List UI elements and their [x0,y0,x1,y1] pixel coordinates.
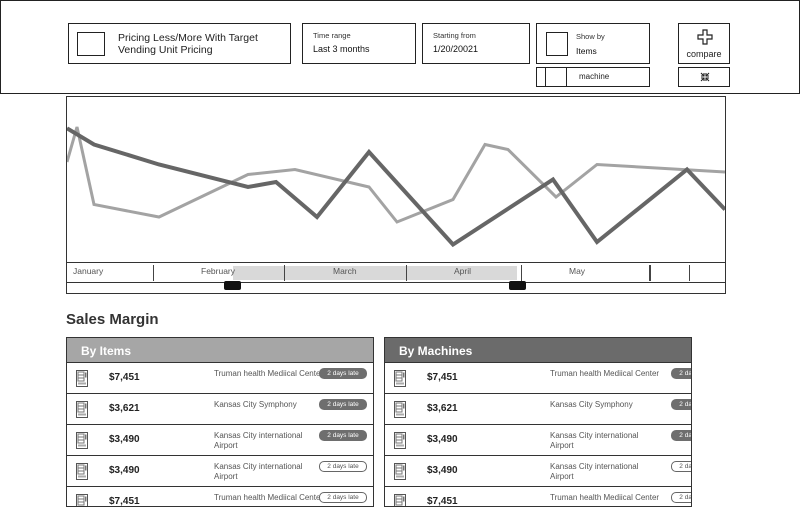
compare-button[interactable]: compare [678,23,730,64]
plus-icon [697,29,713,45]
show-by-dropdown[interactable]: Show by Items [536,23,650,64]
by-items-panel: By Items $7,451 Truman health Mediical Ce… [66,337,374,507]
list-item[interactable]: $7,451 Truman health Mediical Center 2 day… [385,362,691,393]
status-badge: 2 days late [319,492,367,503]
amount: $3,490 [427,465,458,476]
timeline-month-april: April [454,266,471,276]
location-name: Kansas City Symphony [214,400,324,410]
amount: $3,621 [109,403,140,414]
amount: $3,621 [427,403,458,414]
amount: $7,451 [109,372,140,383]
status-badge: 2 days late [671,430,692,441]
show-by-label: Show by [576,32,605,41]
amount: $7,451 [109,496,140,507]
by-items-header: By Items [67,338,373,362]
amount: $3,490 [109,465,140,476]
starting-from-picker[interactable]: Starting from 1/20/20021 [422,23,530,64]
timeline-handle-end[interactable] [509,281,526,290]
status-badge: 2 days late [319,461,367,472]
amount: $3,490 [109,434,140,445]
vending-machine-icon [76,432,88,449]
machine-filter-swatch [545,67,567,87]
timeline-month-february: February [201,266,235,276]
status-badge: 2 days late [671,492,692,503]
line-chart [67,97,725,262]
header-toolbar: Pricing Less/More With Target Vending Un… [0,0,800,94]
vending-machine-icon [394,370,406,387]
timeline-tick [153,265,154,281]
vending-machine-icon [394,432,406,449]
by-machines-header: By Machines [385,338,691,362]
timeline-month-january: January [73,266,103,276]
status-badge: 2 days late [319,399,367,410]
location-name: Kansas City international Airport [214,462,324,482]
timeline-tick [406,265,407,281]
time-range-value: Last 3 months [313,44,370,54]
machine-filter-field[interactable]: machine [536,67,650,87]
vending-machine-icon [76,494,88,507]
amount: $7,451 [427,496,458,507]
timeline-selection-range[interactable] [233,266,517,280]
vending-machine-icon [76,370,88,387]
location-name: Truman health Mediical Center [550,369,660,379]
location-name: Kansas City Symphony [550,400,660,410]
time-range-label: Time range [313,31,351,40]
location-name: Truman health Mediical Center [550,493,660,503]
location-name: Kansas City international Airport [214,431,324,451]
timeline-handle-start[interactable] [224,281,241,290]
compare-label: compare [679,49,729,59]
location-name: Kansas City international Airport [550,431,660,451]
collapse-arrows-icon [700,72,710,82]
timeline-month-march: March [333,266,357,276]
list-item[interactable]: $3,490 Kansas City international Airport 2… [385,455,691,486]
list-item[interactable]: $3,621 Kansas City Symphony 2 days late [385,393,691,424]
report-title: Pricing Less/More With Target Vending Un… [118,32,268,56]
timeline-scrubber[interactable]: January February March April May [66,262,726,283]
list-item[interactable]: $3,490 Kansas City international Airport 2… [385,424,691,455]
status-badge: 2 days late [671,368,692,379]
list-item[interactable]: $7,451 Truman health Mediical Center 2 day… [385,486,691,507]
chart-series-line-2 [67,128,725,244]
location-name: Kansas City international Airport [550,462,660,482]
status-badge: 2 days late [671,461,692,472]
timeline-tick [284,265,285,281]
by-machines-panel: By Machines $7,451 Truman health Mediical… [384,337,692,507]
show-by-thumbnail [546,32,568,56]
vending-machine-icon [76,463,88,480]
location-name: Truman health Mediical Center [214,493,324,503]
status-badge: 2 days late [671,399,692,410]
timeline-month-may: May [569,266,585,276]
vending-machine-icon [394,494,406,507]
sales-margin-title: Sales Margin [66,311,159,328]
amount: $3,490 [427,434,458,445]
timeline-tick [649,265,651,281]
vending-machine-icon [394,401,406,418]
machine-filter-value: machine [579,72,609,81]
starting-from-label: Starting from [433,31,476,40]
vending-machine-icon [76,401,88,418]
time-range-dropdown[interactable]: Time range Last 3 months [302,23,416,64]
location-name: Truman health Mediical Center [214,369,324,379]
report-thumbnail [77,32,105,56]
timeline-tick [521,265,522,281]
status-badge: 2 days late [319,430,367,441]
collapse-button[interactable] [678,67,730,87]
report-title-card[interactable]: Pricing Less/More With Target Vending Un… [68,23,291,64]
starting-from-value: 1/20/20021 [433,44,478,54]
chart-series-line-1 [67,127,725,222]
vending-machine-icon [394,463,406,480]
show-by-value: Items [576,46,597,56]
amount: $7,451 [427,372,458,383]
status-badge: 2 days late [319,368,367,379]
timeline-tick [689,265,690,281]
